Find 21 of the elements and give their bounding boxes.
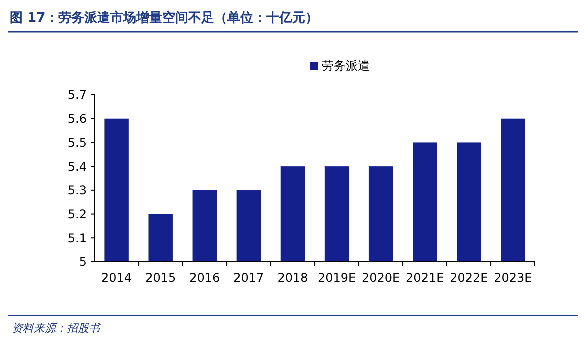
y-tick-label: 5 bbox=[79, 255, 87, 270]
y-tick-label: 5.3 bbox=[68, 184, 87, 198]
y-tick-label: 5.1 bbox=[68, 231, 87, 246]
x-tick-label: 2021E bbox=[406, 271, 444, 285]
chart-title: 图 17：劳务派遣市场增量空间不足（单位：十亿元） bbox=[10, 10, 319, 26]
legend-label: 劳务派遣 bbox=[322, 59, 370, 73]
text: 资料来源：招股书 bbox=[12, 322, 102, 335]
y-tick-label: 5.6 bbox=[68, 112, 87, 126]
x-tick-label: 2020E bbox=[362, 271, 400, 285]
x-tick-label: 2018 bbox=[278, 271, 308, 285]
x-tick-label: 2023E bbox=[494, 271, 532, 285]
y-tick-label: 5.2 bbox=[68, 207, 87, 222]
y-tick-label: 5.4 bbox=[68, 160, 87, 174]
x-tick-label: 2019E bbox=[318, 271, 356, 285]
y-tick-label: 5.7 bbox=[68, 88, 87, 102]
x-tick-label: 2022E bbox=[450, 271, 488, 285]
x-tick-label: 2014 bbox=[102, 271, 132, 285]
x-tick-label: 2015 bbox=[146, 271, 176, 285]
y-tick-label: 5.5 bbox=[68, 136, 87, 150]
x-tick-label: 2016 bbox=[190, 271, 220, 285]
x-tick-label: 2017 bbox=[234, 271, 264, 285]
